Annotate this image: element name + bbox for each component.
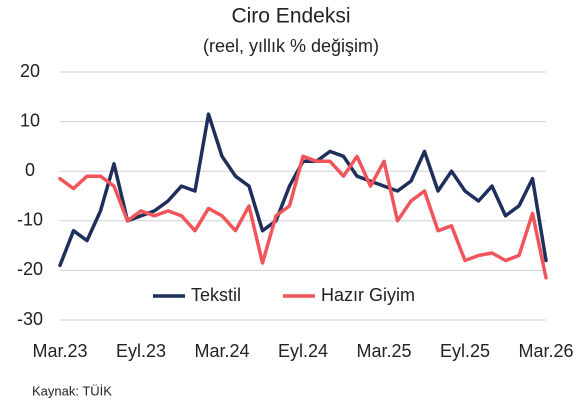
line-series [58, 154, 548, 280]
legend-label: Hazır Giyim [321, 285, 415, 305]
y-tick-label: -20 [17, 259, 43, 279]
x-tick-label: Mar.23 [32, 341, 87, 361]
x-tick-label: Mar.24 [194, 341, 249, 361]
y-tick-label: 20 [20, 61, 40, 81]
y-tick-label: 10 [20, 110, 40, 130]
x-tick-label: Mar.25 [356, 341, 411, 361]
legend-label: Tekstil [191, 285, 241, 305]
chart-title: Ciro Endeksi [231, 5, 350, 28]
chart-subtitle: (reel, yıllık % değişim) [203, 36, 379, 56]
source: Kaynak: TÜİK [32, 383, 112, 398]
x-tick-label: Eyl.24 [278, 341, 328, 361]
line-series [58, 112, 548, 268]
y-tick-label: -10 [17, 210, 43, 230]
x-tick-label: Mar.26 [518, 341, 573, 361]
x-tick-label: Eyl.23 [116, 341, 166, 361]
y-tick-label: 0 [25, 160, 35, 180]
x-tick-label: Eyl.25 [440, 341, 490, 361]
y-tick-label: -30 [17, 309, 43, 329]
